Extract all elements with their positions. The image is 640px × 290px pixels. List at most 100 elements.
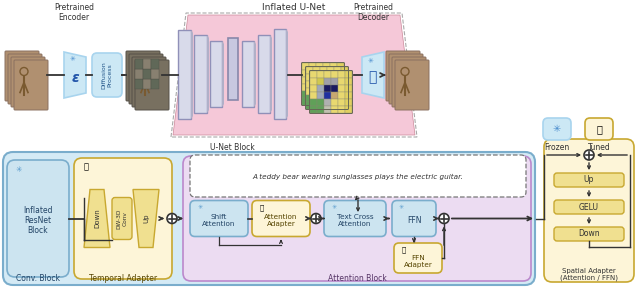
Text: ✳: ✳ xyxy=(197,205,203,210)
Polygon shape xyxy=(362,52,384,98)
Polygon shape xyxy=(191,30,193,119)
Text: FFN
Adapter: FFN Adapter xyxy=(404,255,433,267)
Polygon shape xyxy=(84,189,110,247)
Polygon shape xyxy=(133,189,159,247)
Text: Shift
Attention: Shift Attention xyxy=(202,214,236,227)
FancyBboxPatch shape xyxy=(386,51,420,101)
Polygon shape xyxy=(286,29,288,119)
Bar xyxy=(143,59,151,69)
Bar xyxy=(135,59,143,69)
Bar xyxy=(323,63,330,70)
FancyBboxPatch shape xyxy=(14,60,48,110)
FancyBboxPatch shape xyxy=(126,51,160,101)
Bar xyxy=(317,106,324,113)
Bar xyxy=(345,78,352,85)
Bar xyxy=(317,85,324,92)
FancyBboxPatch shape xyxy=(585,118,613,140)
FancyBboxPatch shape xyxy=(389,54,423,104)
Circle shape xyxy=(167,213,177,224)
Bar xyxy=(324,85,331,92)
Bar xyxy=(324,92,331,99)
Bar xyxy=(313,67,320,74)
Bar xyxy=(331,99,338,106)
Bar xyxy=(302,77,309,84)
Text: Up: Up xyxy=(143,214,149,223)
Bar xyxy=(302,63,309,70)
FancyBboxPatch shape xyxy=(92,53,122,97)
Bar xyxy=(341,74,348,81)
FancyBboxPatch shape xyxy=(324,200,386,237)
Text: U-Net Block: U-Net Block xyxy=(210,143,254,152)
Bar xyxy=(143,69,151,79)
Bar xyxy=(316,84,323,91)
Text: ✳: ✳ xyxy=(70,56,76,62)
FancyBboxPatch shape xyxy=(183,156,531,281)
Polygon shape xyxy=(258,35,270,113)
Bar xyxy=(323,84,330,91)
FancyBboxPatch shape xyxy=(394,243,442,273)
Bar xyxy=(135,79,143,89)
Bar xyxy=(338,106,345,113)
Polygon shape xyxy=(228,38,238,100)
Text: Pretrained
Decoder: Pretrained Decoder xyxy=(353,3,393,22)
Bar xyxy=(337,63,344,70)
Text: 🔥: 🔥 xyxy=(83,162,88,171)
Bar xyxy=(338,85,345,92)
Text: Inflated
ResNet
Block: Inflated ResNet Block xyxy=(23,206,52,235)
Bar xyxy=(338,78,345,85)
Circle shape xyxy=(401,68,409,75)
Text: ✳: ✳ xyxy=(332,205,337,210)
FancyBboxPatch shape xyxy=(190,155,526,197)
FancyBboxPatch shape xyxy=(544,139,634,282)
Bar xyxy=(337,84,344,91)
Bar xyxy=(306,74,313,81)
Bar xyxy=(310,71,317,78)
Bar xyxy=(345,106,352,113)
Bar xyxy=(320,102,327,109)
Bar xyxy=(327,67,334,74)
Text: ✳: ✳ xyxy=(16,166,22,175)
Bar xyxy=(331,85,338,92)
Bar xyxy=(313,88,320,95)
Bar xyxy=(327,74,334,81)
FancyBboxPatch shape xyxy=(543,118,571,140)
Bar xyxy=(341,88,348,95)
Bar xyxy=(324,71,331,78)
Bar xyxy=(302,70,309,77)
Bar xyxy=(337,77,344,84)
Bar xyxy=(334,67,341,74)
Bar xyxy=(341,81,348,88)
Bar xyxy=(330,98,337,105)
Bar xyxy=(345,92,352,99)
Bar xyxy=(341,95,348,102)
Text: Down: Down xyxy=(578,229,600,238)
Polygon shape xyxy=(242,41,254,107)
Bar xyxy=(327,95,334,102)
Bar xyxy=(327,88,334,95)
Text: GELU: GELU xyxy=(579,202,599,211)
Bar xyxy=(309,63,316,70)
Bar xyxy=(324,106,331,113)
Text: ✳: ✳ xyxy=(398,205,404,210)
Text: Diffusion
Process: Diffusion Process xyxy=(102,61,113,89)
Text: Conv. Block: Conv. Block xyxy=(16,274,60,283)
Bar xyxy=(323,77,330,84)
Polygon shape xyxy=(222,41,224,107)
Text: ✳: ✳ xyxy=(368,58,374,64)
Bar xyxy=(320,95,327,102)
Bar xyxy=(331,78,338,85)
FancyBboxPatch shape xyxy=(252,200,310,237)
Bar xyxy=(330,84,337,91)
Bar xyxy=(306,88,313,95)
Text: Attention
Adapter: Attention Adapter xyxy=(264,214,298,227)
Bar xyxy=(331,71,338,78)
Bar xyxy=(306,95,313,102)
Polygon shape xyxy=(207,35,209,113)
Circle shape xyxy=(584,150,594,160)
Bar xyxy=(310,85,317,92)
Bar xyxy=(331,92,338,99)
Bar xyxy=(309,84,316,91)
FancyBboxPatch shape xyxy=(554,173,624,187)
Bar xyxy=(345,71,352,78)
Bar xyxy=(337,70,344,77)
